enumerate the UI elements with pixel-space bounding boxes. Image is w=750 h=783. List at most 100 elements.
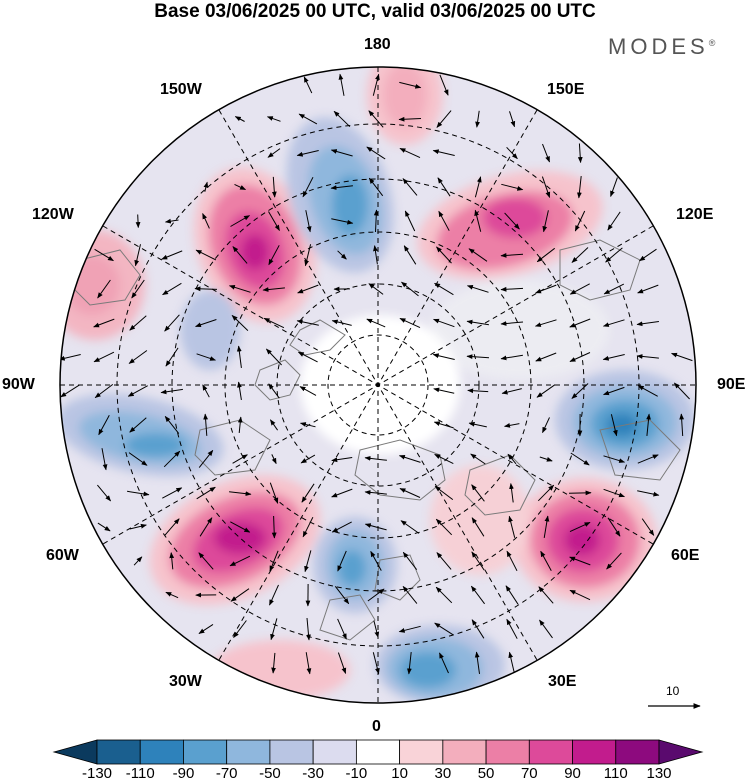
wind-arrow xyxy=(500,321,524,326)
colorbar-tick-label: 10 xyxy=(391,765,408,782)
wind-arrow xyxy=(97,484,111,502)
wind-arrow xyxy=(637,284,659,294)
lon-label-180: 180 xyxy=(364,36,391,53)
wind-arrow xyxy=(330,185,353,190)
wind-arrow xyxy=(367,588,385,602)
wind-arrow xyxy=(506,550,518,572)
wind-arrow xyxy=(304,550,312,573)
wind-arrow xyxy=(299,422,316,428)
wind-arrow xyxy=(337,652,347,674)
wind-arrow xyxy=(297,351,318,363)
colorbar-bin xyxy=(139,739,184,765)
wind-arrow xyxy=(228,285,251,293)
wind-arrow xyxy=(129,417,147,433)
wind-arrow xyxy=(266,116,281,122)
wind-arrow xyxy=(160,388,183,395)
wind-arrow xyxy=(269,482,279,504)
wind-arrow xyxy=(607,517,621,537)
wind-arrow xyxy=(164,218,179,224)
wind-arrow xyxy=(331,521,352,533)
wind-arrow xyxy=(577,143,583,164)
wind-arrow xyxy=(334,585,350,605)
wind-arrow xyxy=(368,177,384,197)
wind-arrow xyxy=(602,319,625,327)
wind-arrow xyxy=(570,452,590,466)
wind-arrow xyxy=(337,550,347,572)
modes-logo: MODES® xyxy=(608,35,715,59)
wind-arrow xyxy=(169,552,175,570)
wind-arrow xyxy=(269,550,279,572)
wind-arrow xyxy=(577,176,582,199)
wind-arrow xyxy=(202,213,210,229)
wind-arrow xyxy=(610,414,618,437)
colorbar-tick-label: -130 xyxy=(81,765,113,782)
wind-arrow xyxy=(471,551,485,571)
wind-arrow xyxy=(607,211,621,231)
wind-arrow xyxy=(436,552,452,570)
wind-arrow xyxy=(202,384,210,398)
wind-arrow xyxy=(437,177,451,197)
wind-arrow xyxy=(331,488,353,498)
wind-arrow xyxy=(610,177,618,197)
wind-arrow xyxy=(569,283,590,295)
colorbar-tick-label: 50 xyxy=(477,765,495,782)
wind-arrow xyxy=(500,354,523,361)
wind-arrow xyxy=(401,281,419,297)
colorbar-bin xyxy=(572,739,617,765)
colorbar-tick-label: 110 xyxy=(603,765,628,782)
wind-arrow xyxy=(403,245,417,265)
wind-arrow xyxy=(540,550,552,571)
wind-arrow xyxy=(636,354,659,359)
wind-arrow xyxy=(199,517,213,537)
wind-arrow xyxy=(372,652,380,675)
wind-arrow xyxy=(331,319,352,326)
wind-arrow xyxy=(267,148,281,158)
wind-arrow xyxy=(366,318,386,328)
wind-arrow xyxy=(606,552,622,570)
wind-arrow xyxy=(509,111,516,128)
wind-arrow xyxy=(538,586,554,604)
wind-arrow xyxy=(439,74,449,96)
wind-arrow xyxy=(500,252,524,258)
wind-arrow xyxy=(468,248,488,262)
wind-arrow xyxy=(60,354,81,361)
colorbar-tick-label: 30 xyxy=(434,765,452,782)
wind-arrow xyxy=(436,246,452,264)
lon-label-30W: 30W xyxy=(169,673,202,690)
wind-arrow xyxy=(407,652,412,675)
wind-arrow xyxy=(129,523,147,530)
wind-arrow xyxy=(234,183,247,191)
positive-anomaly-135W xyxy=(194,167,316,323)
wind-arrow xyxy=(603,386,625,396)
wind-arrow xyxy=(364,523,387,531)
wind-arrow xyxy=(474,651,480,674)
graticule xyxy=(60,67,696,703)
wind-arrow xyxy=(198,623,214,635)
wind-arrow xyxy=(268,211,280,232)
wind-arrow xyxy=(569,318,591,328)
wind-arrow xyxy=(646,413,651,436)
wind-arrow xyxy=(196,353,216,361)
wind-arrow xyxy=(300,454,316,464)
wind-arrow xyxy=(133,556,143,566)
wind-arrow xyxy=(338,73,345,96)
wind-arrow xyxy=(233,620,247,638)
wind-arrow xyxy=(373,620,380,638)
wind-arrow xyxy=(402,585,418,604)
wind-arrow xyxy=(471,517,485,537)
negative-anomaly-20E xyxy=(375,625,505,703)
colorbar-extend-low xyxy=(52,739,98,765)
wind-arrow xyxy=(569,589,591,601)
wind-arrow xyxy=(673,382,690,400)
wind-arrow xyxy=(162,487,183,499)
wind-arrow xyxy=(127,385,148,397)
wind-arrow xyxy=(398,454,421,463)
wind-arrow xyxy=(398,116,422,122)
wind-arrow xyxy=(434,282,454,296)
wind-arrow xyxy=(194,286,218,292)
wind-arrow xyxy=(534,319,557,327)
wind-arrow xyxy=(507,453,517,465)
wind-arrow xyxy=(467,388,489,394)
wind-arrow xyxy=(237,381,242,400)
wind-arrow xyxy=(302,176,314,198)
